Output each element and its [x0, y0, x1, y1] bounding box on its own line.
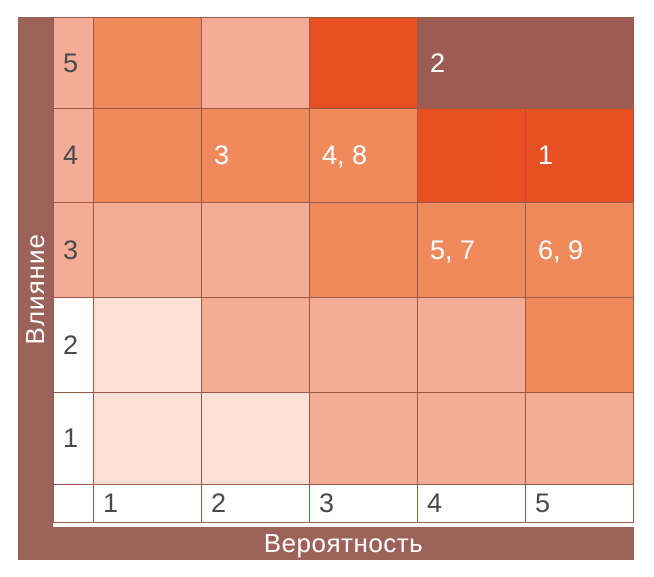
matrix-cell: 2	[418, 18, 633, 108]
matrix-cell	[310, 18, 417, 108]
row-label-cell: 4	[54, 109, 93, 202]
matrix-cell	[94, 298, 201, 392]
row-label-cell: 1	[54, 393, 93, 484]
corner-cell	[54, 485, 93, 522]
matrix-cell	[418, 109, 525, 202]
matrix-cell: 6, 9	[526, 203, 633, 297]
col-label-cell: 2	[202, 485, 309, 522]
row-label-cell: 3	[54, 203, 93, 297]
matrix-cell: 4, 8	[310, 109, 417, 202]
matrix-cell	[94, 393, 201, 484]
matrix-cell: 1	[526, 109, 633, 202]
col-label-cell: 4	[418, 485, 525, 522]
col-label-cell: 5	[526, 485, 633, 522]
matrix-cell: 3	[202, 109, 309, 202]
matrix-cell	[310, 393, 417, 484]
matrix-cell	[526, 298, 633, 392]
matrix-cell	[418, 393, 525, 484]
y-axis-bar: Влияние	[18, 17, 53, 560]
matrix-cell	[94, 203, 201, 297]
x-axis-label: Вероятность	[263, 528, 424, 558]
col-label-cell: 1	[94, 485, 201, 522]
x-axis-bar: Вероятность	[53, 527, 634, 560]
row-label-cell: 2	[54, 298, 93, 392]
y-axis-label: Влияние	[20, 232, 50, 345]
matrix-cell	[202, 298, 309, 392]
matrix-cell	[418, 298, 525, 392]
matrix-cell	[94, 18, 201, 108]
matrix-cell	[310, 203, 417, 297]
matrix-cell	[202, 393, 309, 484]
matrix-cell	[526, 393, 633, 484]
matrix-cell	[310, 298, 417, 392]
matrix-cell	[94, 109, 201, 202]
col-label-cell: 3	[310, 485, 417, 522]
matrix-cell	[202, 203, 309, 297]
matrix-cell	[202, 18, 309, 108]
matrix-cell: 5, 7	[418, 203, 525, 297]
row-label-cell: 5	[54, 18, 93, 108]
